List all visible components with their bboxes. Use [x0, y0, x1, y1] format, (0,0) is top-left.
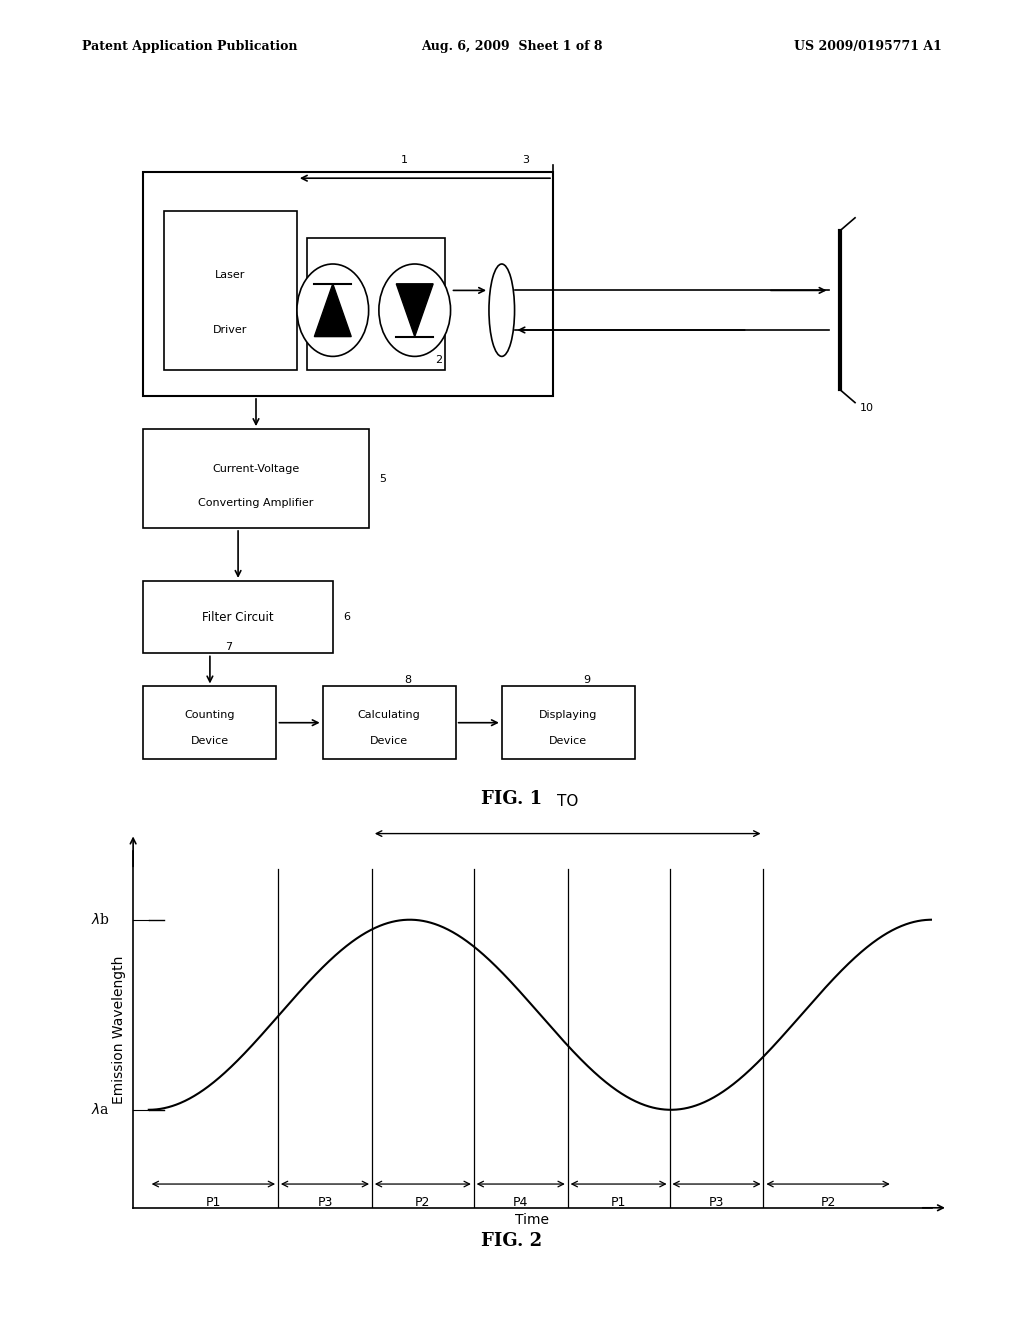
Bar: [143, 172, 553, 396]
Text: 3: 3: [522, 154, 529, 165]
Polygon shape: [314, 284, 351, 337]
Text: Calculating: Calculating: [357, 710, 421, 721]
Text: Device: Device: [190, 735, 229, 746]
Text: Aug. 6, 2009  Sheet 1 of 8: Aug. 6, 2009 Sheet 1 of 8: [421, 40, 603, 53]
Text: P1: P1: [611, 1196, 627, 1209]
Bar: [323, 686, 456, 759]
Text: Device: Device: [549, 735, 588, 746]
Text: 9: 9: [584, 675, 591, 685]
Text: Device: Device: [370, 735, 409, 746]
X-axis label: Time: Time: [515, 1213, 550, 1228]
Text: US 2009/0195771 A1: US 2009/0195771 A1: [795, 40, 942, 53]
Text: 2: 2: [435, 355, 442, 366]
Polygon shape: [396, 284, 433, 337]
Bar: [143, 686, 276, 759]
Text: Displaying: Displaying: [539, 710, 598, 721]
Bar: [143, 581, 333, 653]
Text: 8: 8: [404, 675, 412, 685]
Text: 10: 10: [860, 403, 874, 413]
Bar: [143, 429, 369, 528]
Text: P2: P2: [820, 1196, 836, 1209]
Circle shape: [379, 264, 451, 356]
Text: FIG. 2: FIG. 2: [481, 1232, 543, 1250]
Text: TO: TO: [557, 793, 579, 809]
Text: 5: 5: [379, 474, 386, 483]
Text: Converting Amplifier: Converting Amplifier: [199, 498, 313, 508]
Text: P3: P3: [709, 1196, 724, 1209]
Text: Patent Application Publication: Patent Application Publication: [82, 40, 297, 53]
Bar: [307, 238, 445, 370]
Text: Driver: Driver: [213, 325, 248, 335]
Text: Current-Voltage: Current-Voltage: [212, 463, 300, 474]
Ellipse shape: [489, 264, 514, 356]
Text: 6: 6: [343, 612, 350, 622]
Text: 1: 1: [401, 154, 408, 165]
Bar: [502, 686, 635, 759]
Text: FIG. 1: FIG. 1: [481, 789, 543, 808]
Circle shape: [297, 264, 369, 356]
Text: $\lambda$b: $\lambda$b: [90, 912, 110, 927]
Text: Filter Circuit: Filter Circuit: [203, 611, 273, 623]
Text: $\lambda$a: $\lambda$a: [91, 1102, 110, 1117]
Text: 7: 7: [225, 642, 232, 652]
Y-axis label: Emission Wavelength: Emission Wavelength: [113, 956, 126, 1104]
Text: P2: P2: [415, 1196, 430, 1209]
Text: P3: P3: [317, 1196, 333, 1209]
Text: P1: P1: [206, 1196, 221, 1209]
Bar: [164, 211, 297, 370]
Text: Counting: Counting: [184, 710, 236, 721]
Text: Laser: Laser: [215, 269, 246, 280]
Text: P4: P4: [513, 1196, 528, 1209]
